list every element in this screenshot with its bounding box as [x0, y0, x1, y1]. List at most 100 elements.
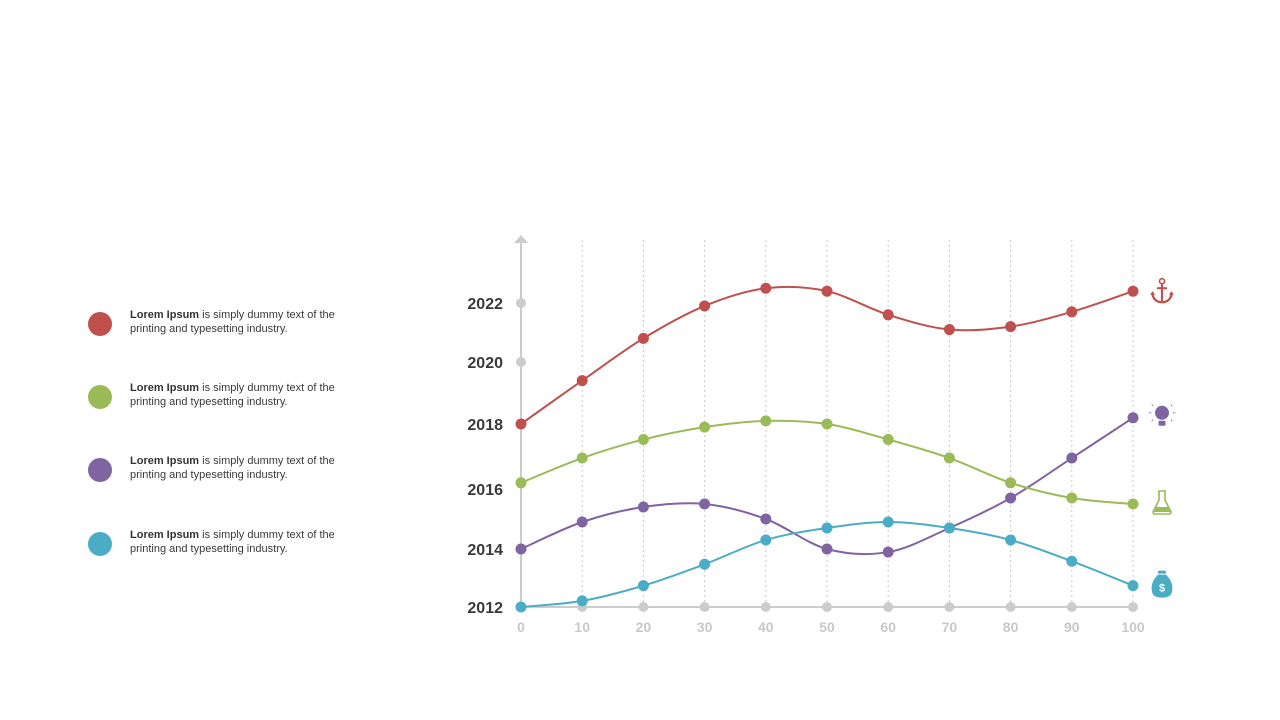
- data-point: [882, 546, 894, 558]
- legend-dot-green: [88, 385, 112, 409]
- y-tick-label: 2014: [467, 542, 503, 559]
- data-point: [821, 522, 833, 534]
- data-point: [1127, 498, 1139, 510]
- x-axis-marker: [699, 602, 710, 612]
- data-point: [1127, 580, 1139, 592]
- data-point: [1005, 477, 1017, 489]
- money-bag-icon: $: [1151, 570, 1173, 598]
- legend-line2: printing and typesetting industry.: [130, 543, 288, 555]
- data-point: [1066, 555, 1078, 567]
- legend-bold: Lorem Ipsum: [130, 382, 200, 394]
- bulb-ray: [1150, 403, 1154, 407]
- data-point: [576, 595, 588, 607]
- data-point: [1066, 492, 1078, 504]
- x-axis-marker: [1005, 602, 1016, 612]
- data-point: [637, 433, 649, 445]
- lightbulb-icon: [1148, 403, 1176, 426]
- legend-dot-purple: [88, 458, 112, 482]
- data-point: [760, 534, 772, 546]
- y-axis-arrow: [514, 235, 528, 243]
- x-axis-marker: [883, 602, 894, 612]
- bulb-ray: [1170, 419, 1174, 423]
- data-point: [637, 580, 649, 592]
- anchor-icon: [1150, 277, 1174, 304]
- legend-item: Lorem Ipsum is simply dummy text of the p…: [88, 381, 388, 415]
- data-point: [515, 477, 527, 489]
- x-tick-label: 10: [574, 619, 590, 635]
- data-point: [1005, 534, 1017, 546]
- legend-bold: Lorem Ipsum: [130, 455, 200, 467]
- legend-text: Lorem Ipsum is simply dummy text of the p…: [130, 308, 370, 336]
- legend-bold: Lorem Ipsum: [130, 529, 200, 541]
- anchor-arms: [1150, 292, 1174, 304]
- x-tick-label: 60: [880, 619, 896, 635]
- y-tick-label: 2016: [467, 482, 503, 499]
- data-point: [699, 498, 711, 510]
- x-tick-label: 70: [942, 619, 958, 635]
- data-point: [576, 375, 588, 387]
- data-point: [760, 513, 772, 525]
- data-point: [699, 300, 711, 312]
- x-axis-marker: [1128, 602, 1138, 612]
- bulb-base: [1158, 420, 1166, 426]
- data-point: [515, 601, 527, 613]
- legend-line1: is simply dummy text of the: [199, 455, 335, 467]
- data-point: [821, 543, 833, 555]
- x-axis-marker: [1066, 602, 1077, 612]
- y-tick-label: 2022: [467, 296, 503, 313]
- bulb-ray: [1150, 419, 1154, 423]
- y-tick-label: 2018: [467, 417, 503, 434]
- data-point: [699, 558, 711, 570]
- flask-liquid: [1154, 507, 1170, 512]
- legend-dot-red: [88, 312, 112, 336]
- legend-text: Lorem Ipsum is simply dummy text of the p…: [130, 381, 370, 409]
- legend-line2: printing and typesetting industry.: [130, 396, 288, 408]
- series-layer: [515, 282, 1139, 613]
- legend-text: Lorem Ipsum is simply dummy text of the p…: [130, 528, 370, 556]
- data-point: [821, 418, 833, 430]
- data-point: [1066, 306, 1078, 318]
- x-axis-marker: [822, 602, 832, 612]
- x-tick-label: 40: [758, 619, 774, 635]
- data-point: [760, 282, 772, 294]
- data-point: [1127, 285, 1139, 297]
- bulb-glass: [1155, 405, 1169, 420]
- anchor-ring: [1158, 277, 1166, 285]
- y-tick-label: 2012: [467, 600, 503, 617]
- data-point: [821, 285, 833, 297]
- data-point: [943, 452, 955, 464]
- x-axis-marker: [760, 602, 771, 612]
- flask-icon: [1152, 490, 1172, 515]
- x-tick-label: 50: [819, 619, 835, 635]
- data-point: [882, 433, 894, 445]
- legend-line2: printing and typesetting industry.: [130, 323, 288, 335]
- data-point: [1005, 492, 1017, 504]
- x-tick-label: 0: [517, 619, 525, 635]
- y-axis-marker: [516, 298, 526, 308]
- tick-labels: 2012 2014 2016 2018 2020 2022 0 10 20 30 40 50 60 70 8…: [467, 296, 1144, 635]
- data-point: [943, 324, 955, 336]
- legend-item: Lorem Ipsum is simply dummy text of the p…: [88, 308, 388, 342]
- legend-line1: is simply dummy text of the: [199, 382, 335, 394]
- grid-lines: [581, 240, 1134, 607]
- series-line: [520, 520, 1134, 608]
- y-tick-label: 2020: [467, 355, 503, 372]
- data-point: [699, 421, 711, 433]
- dollar-sign: $: [1159, 583, 1165, 595]
- x-axis-marker: [638, 602, 649, 612]
- data-point: [576, 452, 588, 464]
- data-point: [515, 543, 527, 555]
- legend-line1: is simply dummy text of the: [199, 309, 335, 321]
- data-point: [637, 501, 649, 513]
- legend-dot-blue: [88, 532, 112, 556]
- legend-item: Lorem Ipsum is simply dummy text of the p…: [88, 454, 388, 488]
- legend-item: Lorem Ipsum is simply dummy text of the p…: [88, 528, 388, 562]
- flask-outline: [1152, 490, 1172, 515]
- legend-line2: printing and typesetting industry.: [130, 469, 288, 481]
- y-axis-marker: [516, 357, 526, 367]
- bulb-ray: [1170, 403, 1174, 407]
- x-tick-label: 90: [1064, 619, 1080, 635]
- legend-text: Lorem Ipsum is simply dummy text of the p…: [130, 454, 370, 482]
- legend-bold: Lorem Ipsum: [130, 309, 200, 321]
